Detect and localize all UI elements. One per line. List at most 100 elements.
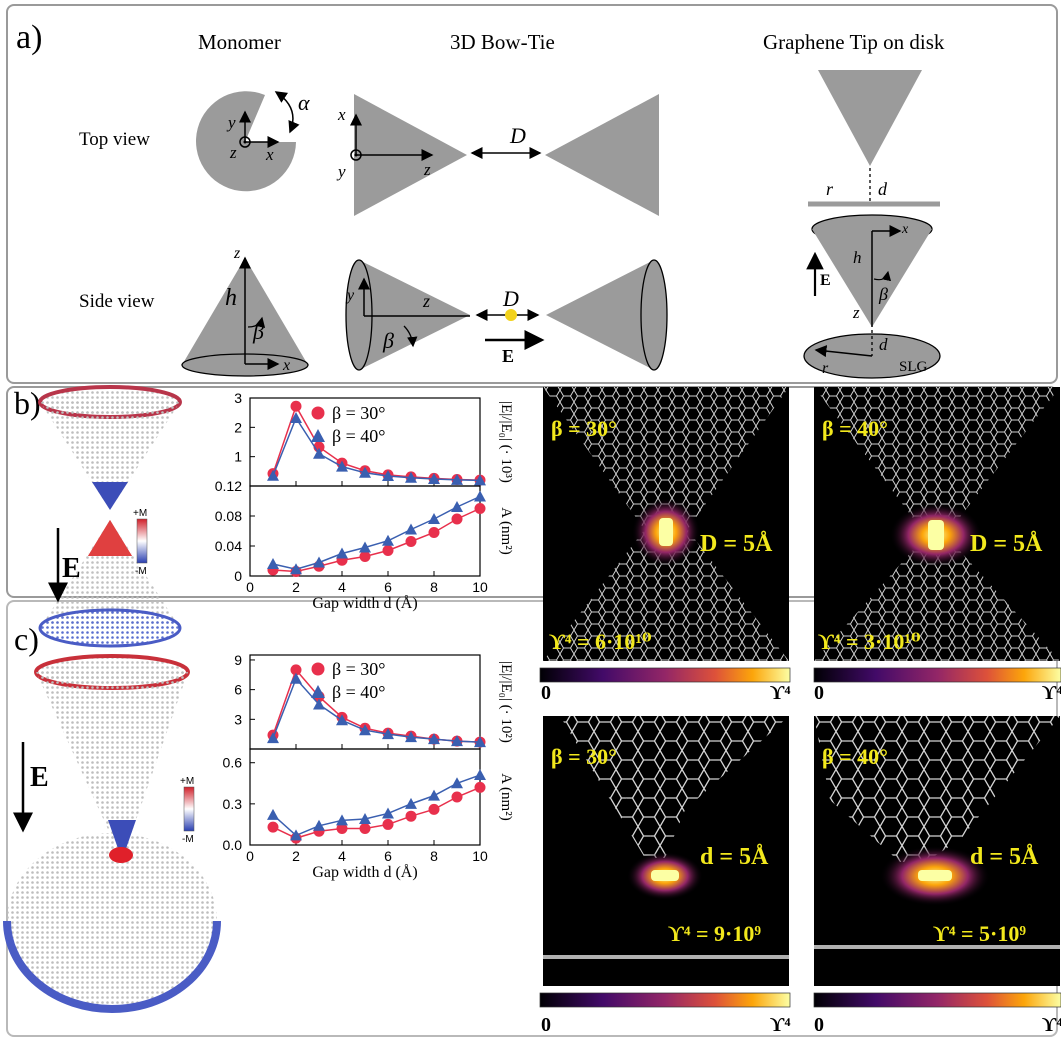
legend-label: β = 30°: [332, 659, 386, 679]
series-line: [272, 774, 481, 837]
data-point: [428, 733, 440, 745]
data-point: [290, 411, 302, 423]
scale-min: 0: [814, 682, 824, 704]
data-point: [382, 807, 394, 819]
alpha-symbol: α: [298, 90, 310, 115]
data-point: [382, 534, 394, 546]
gap-symbol-side: D: [502, 286, 519, 311]
series-line: [272, 786, 481, 839]
data-point: [474, 781, 486, 793]
map-gap: D = 5Å: [700, 531, 773, 557]
data-point: [405, 810, 417, 822]
data-point: [382, 818, 394, 830]
charts-layer: 123|E|/|E₀| (· 10³)β = 30°β = 40°00.040.…: [215, 390, 514, 881]
tip-top-view: r d: [808, 70, 940, 207]
legend-label: β = 40°: [332, 426, 386, 446]
data-point: [267, 808, 279, 820]
series-line: [272, 507, 481, 573]
chart-b-bottom: 0 0.04 0.08 0.12 0 2 4 6 8 10 A (nm²) Gap width d (…: [215, 478, 514, 612]
distance-symbol: d: [878, 179, 888, 199]
x-tick-label: 4: [338, 848, 346, 864]
field-symbol: E: [502, 346, 514, 366]
series-line: [272, 416, 481, 482]
data-point: [267, 732, 279, 744]
map-upsilon: ϒ⁴ = 5·10⁹: [933, 921, 1026, 946]
tip-disk-render: E +M -M: [3, 654, 221, 1013]
data-point: [336, 460, 348, 472]
y-axis-label: |E|/|E₀| (· 10³): [498, 401, 514, 483]
data-point: [405, 731, 417, 743]
x-axis-label: Gap width d (Å): [312, 863, 417, 881]
data-point: [405, 797, 417, 809]
data-point: [474, 769, 486, 781]
legend-marker: [311, 429, 325, 442]
legend-label: β = 30°: [332, 403, 386, 423]
radius-symbol: r: [826, 179, 834, 199]
data-point: [290, 400, 302, 412]
height-symbol: h: [853, 248, 862, 267]
map-gap: D = 5Å: [970, 531, 1043, 557]
y-tick-label: 0.04: [215, 538, 242, 554]
data-point: [336, 823, 348, 835]
x-tick-label: 6: [384, 579, 392, 595]
scale-min: 0: [814, 1014, 824, 1036]
beta-symbol: β: [252, 319, 264, 344]
field-map-c1: β = 30° d = 5Å ϒ⁴ = 9·10⁹ 0 ϒ⁴: [539, 716, 790, 1036]
x-tick-label: 8: [430, 579, 438, 595]
data-point: [359, 724, 371, 736]
data-point: [474, 474, 486, 486]
data-point: [405, 471, 417, 483]
y-axis-label: |E|/|E₀| (· 10²): [498, 661, 514, 743]
chart-c-bottom: 0.0 0.3 0.6 0 2 4 6 8 10 A (nm²) Gap width d (Å): [223, 748, 514, 881]
data-point: [313, 556, 325, 568]
data-point: [474, 490, 486, 502]
panel-b-label: b): [14, 385, 41, 421]
x-tick-label: 10: [472, 579, 488, 595]
axis-x: x: [337, 105, 346, 124]
axis-z: z: [233, 245, 241, 262]
scale-max: ϒ⁴: [1042, 1014, 1061, 1036]
distance-symbol: d: [879, 335, 888, 354]
field-map-b1: β = 30° D = 5Å ϒ⁴ = 6·10¹⁰ 0 ϒ⁴: [539, 387, 790, 704]
monomer-top-view: α y x z: [196, 90, 310, 192]
data-point: [336, 547, 348, 559]
y-tick-label: 0.6: [223, 755, 243, 771]
data-point: [428, 513, 440, 524]
y-tick-label: 9: [234, 652, 242, 668]
data-point: [313, 698, 325, 710]
data-point: [359, 551, 371, 562]
data-point: [451, 473, 463, 485]
data-point: [474, 736, 486, 748]
field-symbol: E: [820, 272, 831, 289]
y-tick-label: 6: [234, 682, 242, 698]
axis-x: x: [901, 222, 909, 237]
colorbar-plus: +M: [133, 508, 147, 519]
data-point: [359, 812, 371, 824]
y-tick-label: 1: [234, 449, 242, 465]
data-point: [405, 523, 417, 535]
map-upsilon: ϒ⁴ = 3·10¹⁰: [818, 629, 921, 654]
scale-min: 0: [541, 1014, 551, 1036]
series-line: [272, 677, 481, 743]
x-tick-label: 8: [430, 848, 438, 864]
data-point: [451, 513, 463, 525]
data-point: [451, 735, 463, 747]
data-point: [267, 821, 279, 833]
map-beta: β = 40°: [822, 416, 888, 441]
map-gap: d = 5Å: [970, 844, 1039, 870]
axis-y: y: [336, 162, 346, 181]
gap-symbol-top: D: [509, 123, 526, 148]
scale-max: ϒ⁴: [770, 1014, 790, 1036]
bowtie-top-view: D x y z: [336, 94, 659, 216]
x-tick-label: 4: [338, 579, 346, 595]
radius-symbol: r: [822, 360, 829, 377]
chart-c-top: 3 6 9 |E|/|E₀| (· 10²) β = 30° β = 40°: [234, 652, 514, 750]
height-symbol: h: [225, 285, 237, 311]
map-beta: β = 30°: [551, 416, 617, 441]
data-point: [382, 728, 394, 740]
legend-marker: [311, 662, 325, 676]
data-point: [267, 469, 279, 481]
data-point: [313, 819, 325, 831]
x-tick-label: 10: [472, 848, 488, 864]
